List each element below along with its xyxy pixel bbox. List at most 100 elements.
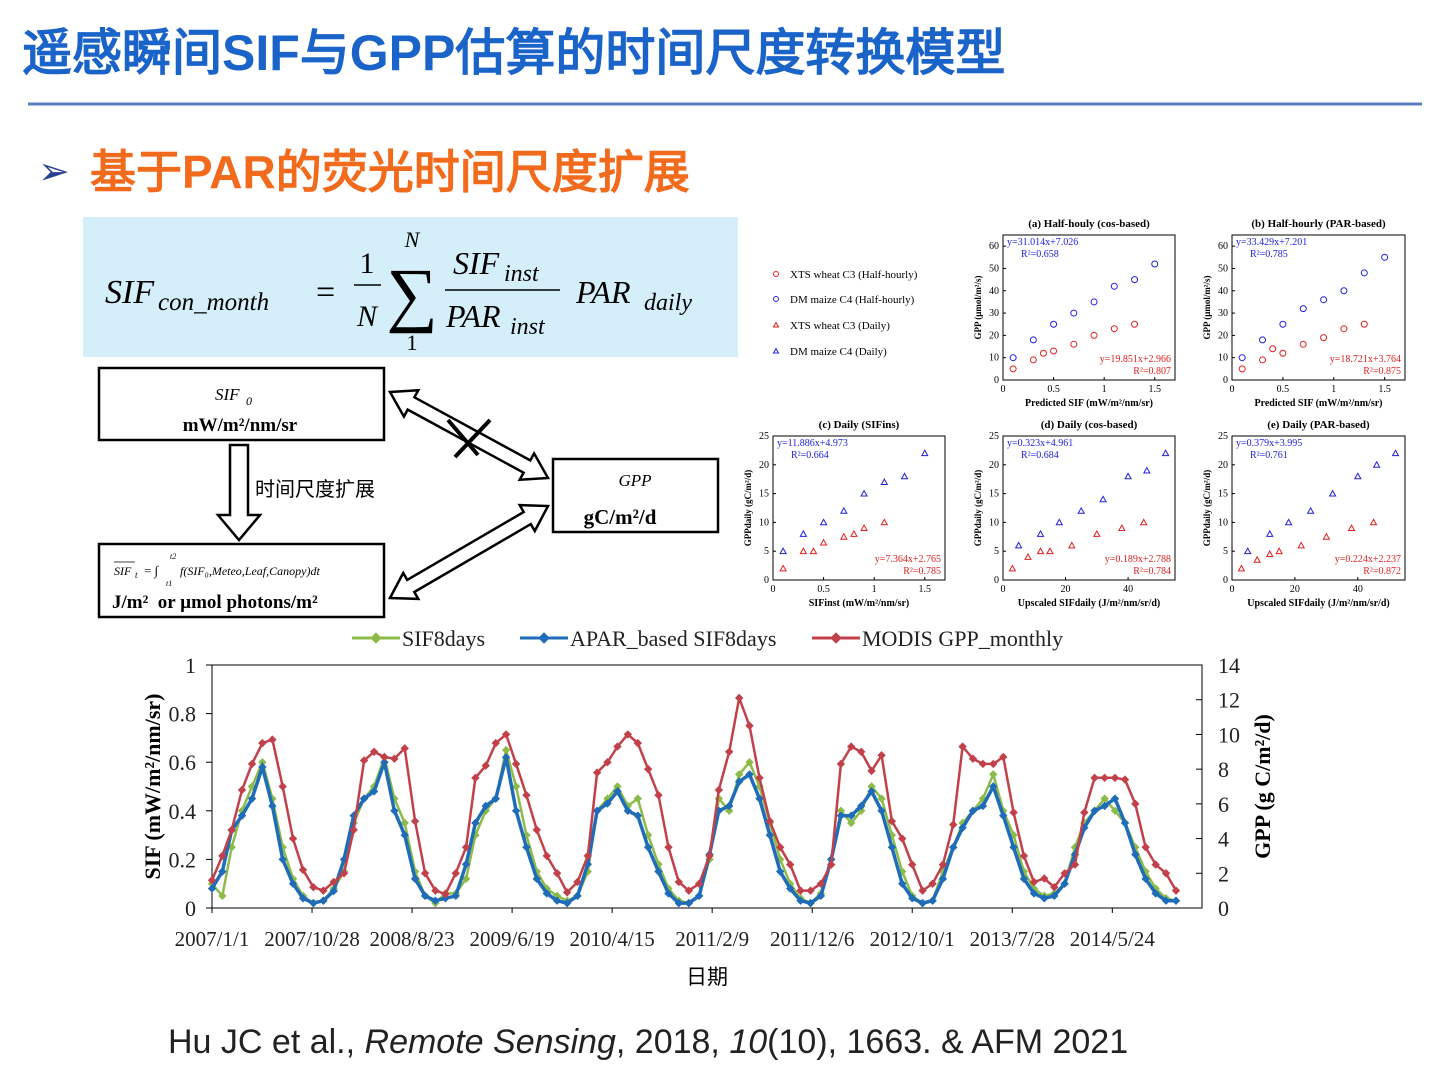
- point: [1050, 347, 1058, 355]
- point: [918, 886, 927, 895]
- x-tick-label: 1.5: [1149, 384, 1162, 395]
- point: [247, 794, 257, 803]
- point: [887, 843, 897, 852]
- point: [562, 888, 572, 897]
- y-tick-label: 30: [1218, 308, 1228, 319]
- point: [1055, 518, 1064, 526]
- point: [989, 770, 998, 779]
- y2-tick-label: 10: [1218, 722, 1240, 747]
- y-tick-label: 5: [1223, 546, 1228, 557]
- point: [1070, 860, 1080, 869]
- point: [898, 834, 907, 843]
- point: [1080, 808, 1089, 817]
- point: [724, 747, 734, 756]
- x-tick-label: 0.5: [1047, 384, 1060, 395]
- point: [877, 794, 886, 803]
- point: [1039, 349, 1047, 357]
- y-tick-label: 0: [994, 375, 999, 386]
- point: [654, 790, 663, 800]
- point: [1092, 529, 1101, 537]
- cross-mark: [453, 418, 492, 459]
- upscaled-upper: t2: [170, 552, 176, 561]
- point: [949, 843, 958, 852]
- annotation: y=18.721x+3.764: [1330, 354, 1401, 365]
- plot-frame: [1002, 234, 1176, 381]
- point: [724, 806, 734, 816]
- point: [773, 296, 779, 302]
- point: [779, 564, 787, 572]
- y-tick-label: 5: [764, 546, 769, 557]
- point: [1237, 564, 1246, 572]
- double-arrow: [387, 388, 551, 482]
- x-tick-label: 1: [872, 584, 877, 595]
- point: [573, 891, 582, 901]
- point: [1131, 320, 1139, 328]
- point: [451, 869, 460, 878]
- point: [968, 806, 978, 816]
- point: [705, 851, 714, 861]
- point: [1110, 794, 1120, 803]
- point: [532, 874, 541, 884]
- x-tick-label: 2012/10/1: [870, 927, 955, 951]
- x-tick-label: 1.5: [1378, 384, 1391, 395]
- point: [278, 855, 287, 864]
- annotation: y=0.379x+3.995: [1236, 438, 1302, 449]
- x-tick-label: 20: [1290, 584, 1300, 595]
- point: [785, 884, 795, 893]
- y-tick-label: 10: [989, 353, 999, 364]
- point: [1131, 276, 1139, 284]
- point: [471, 818, 480, 828]
- point: [857, 747, 866, 756]
- point: [410, 817, 420, 826]
- point: [1050, 320, 1058, 328]
- point: [268, 801, 277, 811]
- point: [501, 730, 511, 739]
- annotation: R²=0.684: [1021, 450, 1059, 461]
- annotation: R²=0.807: [1133, 366, 1171, 377]
- point: [785, 860, 795, 869]
- point: [734, 693, 744, 703]
- point: [1161, 449, 1170, 457]
- point: [329, 886, 338, 896]
- panel-title: (a) Half-houly (cos-based): [1028, 218, 1150, 230]
- x-tick-label: 40: [1353, 584, 1363, 595]
- point: [1029, 889, 1039, 898]
- point: [400, 744, 409, 753]
- slide-title: 遥感瞬间SIF与GPP估算的时间尺度转换模型: [22, 25, 1005, 81]
- y-tick-label: 10: [759, 517, 769, 528]
- point: [1036, 547, 1045, 555]
- point: [938, 860, 948, 869]
- y-tick-label: 25: [759, 431, 769, 442]
- point: [1161, 869, 1171, 878]
- y-tick-label: 5: [994, 546, 999, 557]
- plot-frame: [1231, 435, 1406, 581]
- y-tick-label: 50: [989, 263, 999, 274]
- y2-tick-label: 2: [1218, 861, 1229, 886]
- point: [772, 347, 780, 354]
- point: [714, 785, 724, 795]
- point: [501, 745, 511, 755]
- point: [461, 874, 471, 884]
- point: [860, 489, 868, 497]
- point: [1014, 541, 1023, 549]
- x-tick-label: 2010/4/15: [570, 927, 655, 951]
- point: [799, 547, 808, 555]
- point: [779, 547, 787, 555]
- annotation: R²=0.664: [791, 450, 829, 461]
- point: [989, 782, 998, 791]
- point: [1322, 532, 1331, 540]
- point: [908, 894, 917, 903]
- plot-frame: [1231, 234, 1406, 381]
- y-axis-label: GPPdaily (gC/m²/d): [1202, 470, 1212, 546]
- point: [207, 876, 217, 885]
- point: [1050, 891, 1059, 901]
- point: [1077, 506, 1086, 514]
- point: [420, 891, 430, 901]
- y-tick-label: 30: [989, 308, 999, 319]
- point: [836, 811, 846, 820]
- point: [542, 889, 551, 898]
- point: [623, 806, 633, 816]
- point: [847, 742, 856, 751]
- point: [827, 860, 836, 869]
- point: [309, 898, 318, 908]
